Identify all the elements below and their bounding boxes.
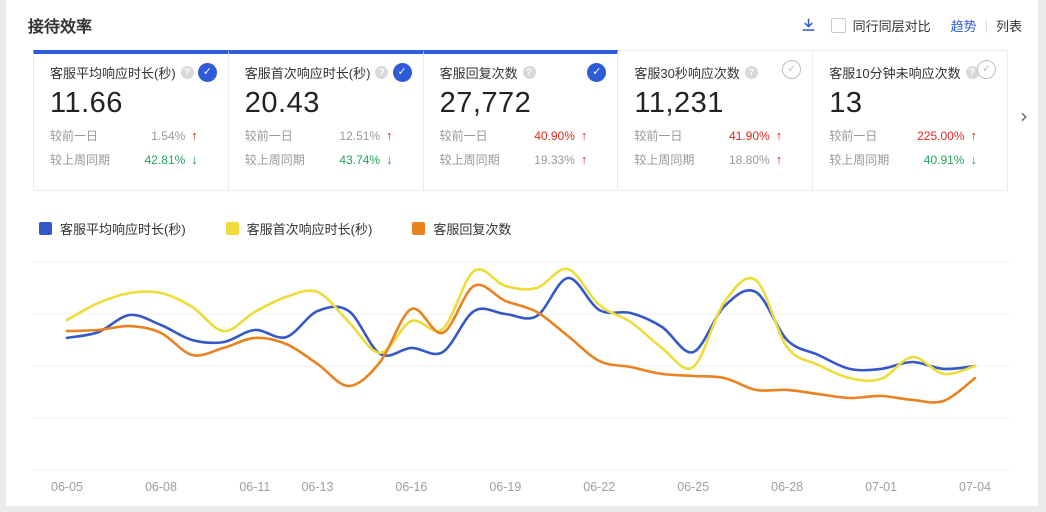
- trend-label: 较上周同期: [244, 153, 305, 167]
- series-line-1: [65, 267, 977, 383]
- download-icon: [802, 18, 815, 31]
- trend-arrow-icon: ↓: [386, 152, 393, 167]
- card-selected-check-icon[interactable]: ✓: [976, 60, 996, 79]
- main-panel: 接待效率 同行同层对比 趋势 | 列表 ✓ 客服平均响应时长(秒): [6, 0, 1038, 506]
- header-controls: 同行同层对比 趋势 | 列表: [800, 16, 1022, 35]
- legend-label: 客服回复次数: [433, 222, 512, 237]
- trend-label: 较前一日: [244, 129, 293, 143]
- trend-value: 40.91%: [923, 152, 965, 167]
- trend-arrow-icon: ↑: [970, 128, 977, 143]
- trend-value: 1.54%: [151, 128, 186, 143]
- metric-cards-row: ✓ 客服平均响应时长(秒) ? 11.66 较前一日 1.54% ↑ 较上周同期 42…: [33, 50, 1028, 191]
- x-axis-label: 06-13: [301, 480, 333, 494]
- trend-value: 43.74%: [339, 152, 381, 167]
- view-switch: 趋势 | 列表: [951, 16, 1022, 35]
- card-selected-check-icon[interactable]: ✓: [587, 63, 607, 82]
- tab-trend[interactable]: 趋势: [950, 18, 977, 34]
- x-axis-label: 06-05: [51, 480, 83, 494]
- info-icon[interactable]: ?: [744, 66, 758, 79]
- legend-swatch-icon: [225, 222, 239, 235]
- metric-value: 13: [829, 87, 863, 119]
- trend-arrow-icon: ↑: [386, 128, 393, 143]
- trend-value: 42.81%: [144, 152, 186, 167]
- trend-arrow-icon: ↓: [970, 152, 977, 167]
- trend-arrow-icon: ↑: [191, 128, 198, 143]
- trend-value: 18.80%: [728, 152, 770, 167]
- legend-item-2[interactable]: 客服回复次数: [412, 219, 511, 238]
- legend-label: 客服首次响应时长(秒): [246, 222, 373, 237]
- legend-label: 客服平均响应时长(秒): [60, 222, 186, 237]
- trend-label: 较前一日: [829, 129, 878, 143]
- trend-label: 较前一日: [50, 129, 99, 143]
- series-line-0: [65, 276, 977, 372]
- trend-label: 较前一日: [634, 129, 683, 143]
- x-axis-label: 07-04: [959, 480, 991, 494]
- metric-card-avg-response-time[interactable]: ✓ 客服平均响应时长(秒) ? 11.66 较前一日 1.54% ↑ 较上周同期 42…: [33, 50, 229, 191]
- x-axis-label: 06-16: [395, 480, 427, 494]
- header: 接待效率 同行同层对比 趋势 | 列表: [6, 0, 1038, 46]
- page-title: 接待效率: [28, 19, 93, 36]
- chart-legend: 客服平均响应时长(秒) 客服首次响应时长(秒) 客服回复次数: [39, 219, 1038, 238]
- x-axis-label: 06-19: [489, 480, 521, 494]
- trend-label: 较前一日: [439, 129, 488, 143]
- trend-value: 41.90%: [728, 128, 770, 143]
- metric-card-first-response-time[interactable]: ✓ 客服首次响应时长(秒) ? 20.43 较前一日 12.51% ↑ 较上周同期 4…: [228, 50, 424, 191]
- metric-value: 11,231: [634, 87, 724, 119]
- metric-title: 客服首次响应时长(秒): [244, 66, 371, 81]
- info-icon[interactable]: ?: [375, 66, 389, 79]
- metric-card-reply-count[interactable]: ✓ 客服回复次数 ? 27,772 较前一日 40.90% ↑ 较上周同期 19.33…: [423, 50, 619, 191]
- peer-compare-toggle[interactable]: 同行同层对比: [830, 16, 931, 35]
- info-icon[interactable]: ?: [180, 66, 194, 79]
- x-axis-label: 06-28: [771, 480, 803, 494]
- card-selected-check-icon[interactable]: ✓: [392, 63, 412, 82]
- trend-arrow-icon: ↓: [191, 152, 198, 167]
- trend-label: 较上周同期: [50, 153, 111, 167]
- trend-arrow-icon: ↑: [775, 128, 783, 143]
- peer-compare-label: 同行同层对比: [852, 18, 931, 34]
- metric-value: 20.43: [244, 87, 320, 119]
- trend-arrow-icon: ↑: [580, 128, 588, 143]
- info-icon[interactable]: ?: [965, 66, 979, 79]
- card-selected-check-icon[interactable]: ✓: [782, 60, 802, 79]
- x-axis-label: 06-08: [145, 480, 177, 494]
- metric-card-10min-no-response-count[interactable]: ✓ 客服10分钟未响应次数 ? 13 较前一日 225.00% ↑ 较上周同期 40.…: [813, 50, 1008, 191]
- x-axis-label: 06-22: [583, 480, 615, 494]
- trend-value: 225.00%: [917, 128, 965, 143]
- trend-label: 较上周同期: [439, 153, 500, 167]
- trend-arrow-icon: ↑: [775, 152, 783, 167]
- card-selected-check-icon[interactable]: ✓: [197, 63, 217, 82]
- trend-arrow-icon: ↑: [580, 152, 588, 167]
- download-button[interactable]: [800, 16, 817, 34]
- trend-value: 40.90%: [534, 128, 575, 143]
- legend-item-0[interactable]: 客服平均响应时长(秒): [39, 219, 186, 238]
- x-axis-label: 06-11: [239, 480, 270, 494]
- metric-card-30s-response-count[interactable]: ✓ 客服30秒响应次数 ? 11,231 较前一日 41.90% ↑ 较上周同期 18…: [618, 50, 814, 191]
- trend-label: 较上周同期: [634, 153, 695, 167]
- trend-value: 19.33%: [534, 152, 575, 167]
- series-line-2: [65, 283, 977, 404]
- metric-value: 11.66: [50, 87, 123, 119]
- view-switch-divider: |: [984, 17, 988, 33]
- metric-title: 客服回复次数: [439, 66, 518, 81]
- metric-value: 27,772: [439, 87, 532, 119]
- x-axis-label: 07-01: [865, 480, 897, 494]
- checkbox-icon: [830, 17, 846, 33]
- metric-title: 客服30秒响应次数: [634, 66, 740, 81]
- metric-title: 客服10分钟未响应次数: [829, 66, 961, 81]
- legend-swatch-icon: [39, 222, 52, 235]
- x-axis-label: 06-25: [677, 480, 709, 494]
- legend-swatch-icon: [412, 222, 426, 235]
- legend-item-1[interactable]: 客服首次响应时长(秒): [225, 219, 373, 238]
- line-chart-canvas: 06-05 06-08 06-11 06-13 06-16 06-19 06-22 06-25…: [34, 261, 1010, 494]
- cards-next-chevron-icon[interactable]: ›: [1020, 104, 1028, 128]
- info-icon[interactable]: ?: [522, 66, 536, 79]
- metric-title: 客服平均响应时长(秒): [50, 66, 176, 81]
- trend-label: 较上周同期: [829, 153, 890, 167]
- trend-chart: 06-05 06-08 06-11 06-13 06-16 06-19 06-22 06-25…: [30, 248, 1038, 503]
- trend-value: 12.51%: [339, 128, 381, 143]
- tab-list[interactable]: 列表: [995, 18, 1022, 34]
